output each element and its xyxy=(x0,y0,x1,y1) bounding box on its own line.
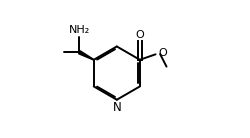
Text: O: O xyxy=(136,30,144,40)
Text: NH₂: NH₂ xyxy=(69,26,90,35)
Polygon shape xyxy=(79,51,94,60)
Text: O: O xyxy=(158,48,167,58)
Text: N: N xyxy=(112,101,121,114)
